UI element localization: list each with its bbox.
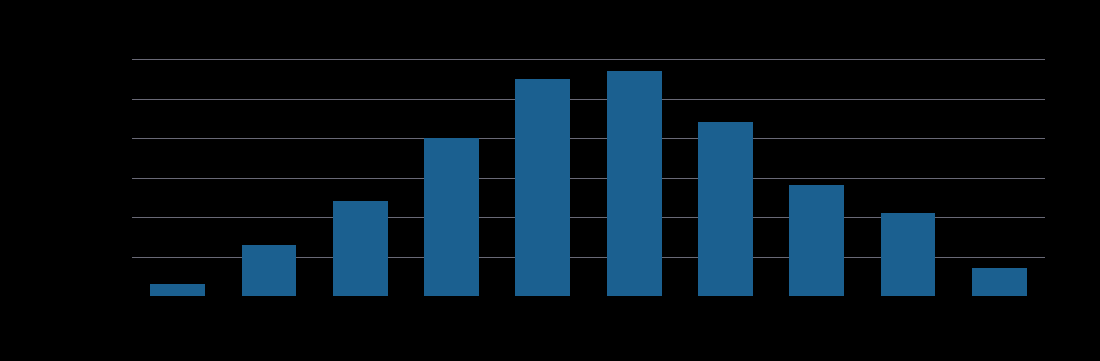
Bar [881,213,935,296]
Bar [242,245,296,296]
Bar [425,138,478,296]
Bar [972,268,1026,296]
Bar [698,122,752,296]
Bar [151,284,205,296]
Bar [607,71,661,296]
Bar [790,186,844,296]
Bar [516,79,570,296]
Bar [333,201,387,296]
